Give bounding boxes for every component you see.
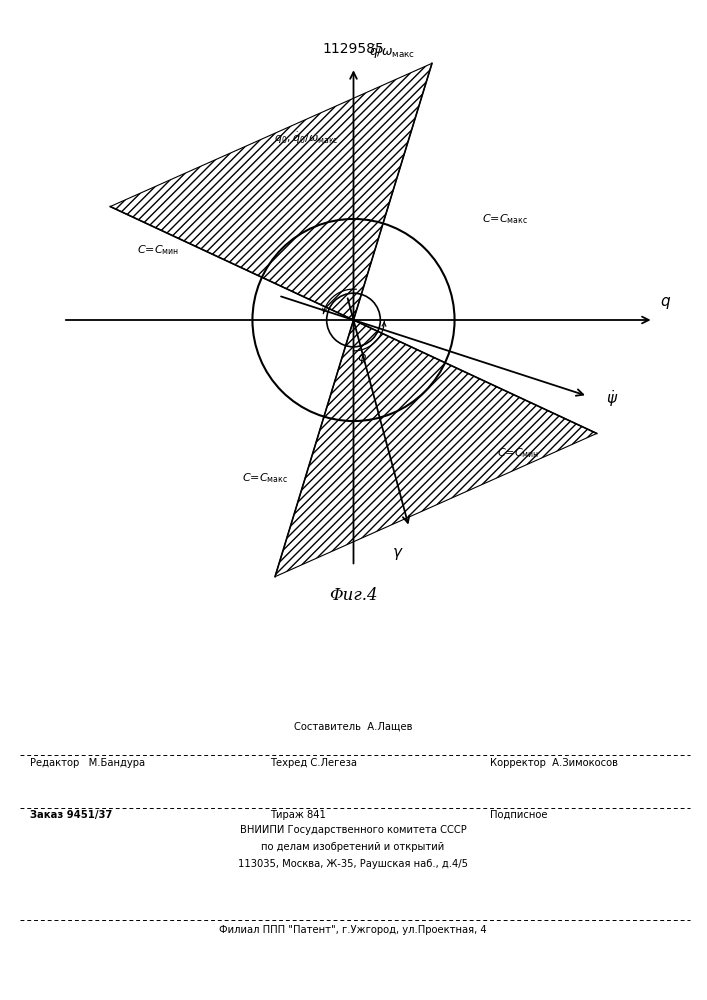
Text: $\dot{q}/\omega_{\rm макс}$: $\dot{q}/\omega_{\rm макс}$: [369, 44, 416, 61]
Text: $q_0, \dot{q}_0/\omega_{\rm макс}$: $q_0, \dot{q}_0/\omega_{\rm макс}$: [274, 131, 339, 146]
Text: по делам изобретений и открытий: по делам изобретений и открытий: [262, 842, 445, 852]
Text: Корректор  А.Зимокосов: Корректор А.Зимокосов: [490, 758, 618, 768]
Text: $\varphi$: $\varphi$: [356, 352, 367, 366]
Text: 113035, Москва, Ж-35, Раушская наб., д.4/5: 113035, Москва, Ж-35, Раушская наб., д.4…: [238, 859, 468, 869]
Text: Φиг.4: Φиг.4: [329, 587, 378, 604]
Text: Техред С.Легеза: Техред С.Легеза: [270, 758, 357, 768]
Text: C=C$_{\rm мин}$: C=C$_{\rm мин}$: [496, 446, 539, 460]
Text: $q$: $q$: [660, 295, 671, 311]
Text: Филиал ППП "Патент", г.Ужгород, ул.Проектная, 4: Филиал ППП "Патент", г.Ужгород, ул.Проек…: [219, 925, 487, 935]
Text: C=C$_{\rm макс}$: C=C$_{\rm макс}$: [482, 212, 528, 226]
Text: C=C$_{\rm мин}$: C=C$_{\rm мин}$: [136, 244, 179, 257]
Text: Подписное: Подписное: [490, 810, 547, 820]
Text: Составитель  А.Лащев: Составитель А.Лащев: [293, 722, 412, 732]
Text: Редактор   М.Бандура: Редактор М.Бандура: [30, 758, 145, 768]
Text: Заказ 9451/37: Заказ 9451/37: [30, 810, 112, 820]
Text: C=C$_{\rm макс}$: C=C$_{\rm макс}$: [242, 471, 288, 485]
Text: $\dot{\psi}$: $\dot{\psi}$: [607, 388, 619, 409]
Text: $\gamma$: $\gamma$: [392, 546, 404, 562]
Text: Тираж 841: Тираж 841: [270, 810, 326, 820]
Text: 1129585: 1129585: [322, 42, 385, 56]
Text: ВНИИПИ Государственного комитета СССР: ВНИИПИ Государственного комитета СССР: [240, 825, 467, 835]
